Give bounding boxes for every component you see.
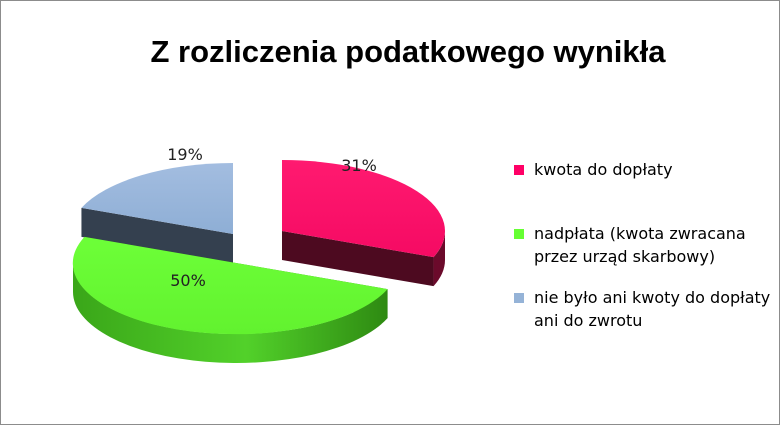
legend-swatch (514, 229, 524, 239)
slice-label: 19% (167, 145, 203, 164)
slice-label: 50% (170, 271, 206, 290)
legend-swatch (514, 165, 524, 175)
legend-label: nadpłata (kwota zwracana przez urząd ska… (534, 224, 746, 266)
chart-title: Z rozliczenia podatkowego wynikła (150, 34, 666, 69)
slice-radial-wall-start (81, 207, 233, 263)
slice-label: 31% (341, 156, 377, 175)
pie-slice-top (72, 236, 388, 335)
slice-radial-wall-end (282, 231, 434, 287)
slice-outer-wall (73, 263, 388, 363)
legend-swatch (514, 293, 524, 303)
pie-slice-top (282, 160, 445, 258)
pie-slice-top (81, 163, 233, 234)
legend-label: kwota do dopłaty (534, 160, 673, 179)
legend-label: nie było ani kwoty do dopłaty ani do zwr… (534, 288, 771, 330)
slice-outer-wall (433, 231, 445, 287)
